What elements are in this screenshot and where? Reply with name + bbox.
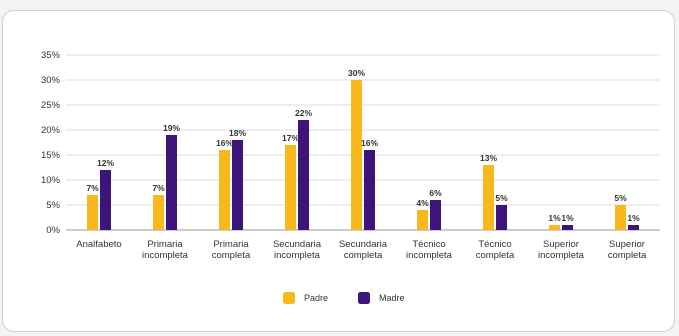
bar-madre xyxy=(166,135,177,230)
bar-padre xyxy=(483,165,494,230)
x-tick-label: Primaria incompleta xyxy=(142,239,189,261)
legend-swatch-padre xyxy=(283,292,295,304)
bar-padre xyxy=(87,195,98,230)
data-label: 16% xyxy=(216,138,233,148)
y-axis: 0% 5% 10% 15% 20% 25% 30% 35% xyxy=(41,50,61,236)
data-label: 1% xyxy=(561,213,574,223)
data-label: 7% xyxy=(152,183,165,193)
grid-lines xyxy=(66,54,660,231)
data-label: 30% xyxy=(348,68,365,78)
chart-card xyxy=(2,10,675,332)
bar-padre xyxy=(219,150,230,230)
x-tick-label: Superior incompleta xyxy=(538,239,585,261)
y-tick-label: 35% xyxy=(41,50,61,61)
bar-padre xyxy=(351,80,362,230)
y-tick-label: 30% xyxy=(41,75,61,86)
bar-madre xyxy=(364,150,375,230)
data-label: 19% xyxy=(163,123,180,133)
y-tick-label: 25% xyxy=(41,100,61,111)
y-tick-label: 15% xyxy=(41,150,61,161)
legend: Padre Madre xyxy=(283,292,405,304)
bar-padre xyxy=(615,205,626,230)
legend-swatch-madre xyxy=(358,292,370,304)
x-tick-label: Secundaria completa xyxy=(339,239,388,261)
data-label: 5% xyxy=(614,193,627,203)
bar-padre xyxy=(417,210,428,230)
bar-madre xyxy=(628,225,639,230)
data-labels: 7%12%7%19%16%18% 17%22%30%16%4%6%13%5%1% 1… xyxy=(86,68,640,223)
bar-padre xyxy=(153,195,164,230)
y-tick-label: 20% xyxy=(41,125,61,136)
bars xyxy=(87,80,639,230)
x-tick-label: Secundaria incompleta xyxy=(273,239,322,261)
data-label: 1% xyxy=(548,213,561,223)
bar-madre xyxy=(100,170,111,230)
data-label: 7% xyxy=(86,183,99,193)
legend-label-padre: Padre xyxy=(304,293,328,303)
data-label: 4% xyxy=(416,198,429,208)
bar-madre xyxy=(298,120,309,230)
y-tick-label: 10% xyxy=(41,175,61,186)
bar-madre xyxy=(496,205,507,230)
x-axis: Analfabeto Primaria incompleta Primaria comp… xyxy=(76,239,647,261)
data-label: 12% xyxy=(97,158,114,168)
bar-madre xyxy=(562,225,573,230)
data-label: 6% xyxy=(429,188,442,198)
bar-padre xyxy=(285,145,296,230)
bar-padre xyxy=(549,225,560,230)
x-tick-label: Superior completa xyxy=(608,239,647,261)
bar-madre xyxy=(232,140,243,230)
data-label: 22% xyxy=(295,108,312,118)
data-label: 1% xyxy=(627,213,640,223)
data-label: 18% xyxy=(229,128,246,138)
bar-madre xyxy=(430,200,441,230)
legend-label-madre: Madre xyxy=(379,293,405,303)
x-tick-label: Primaria completa xyxy=(212,239,251,261)
y-tick-label: 0% xyxy=(46,225,60,236)
data-label: 16% xyxy=(361,138,378,148)
y-tick-label: 5% xyxy=(46,200,60,211)
x-tick-label: Técnico completa xyxy=(476,239,515,261)
x-tick-label: Analfabeto xyxy=(76,239,121,250)
data-label: 17% xyxy=(282,133,299,143)
x-tick-label: Técnico incompleta xyxy=(406,239,453,261)
data-label: 5% xyxy=(495,193,508,203)
data-label: 13% xyxy=(480,153,497,163)
